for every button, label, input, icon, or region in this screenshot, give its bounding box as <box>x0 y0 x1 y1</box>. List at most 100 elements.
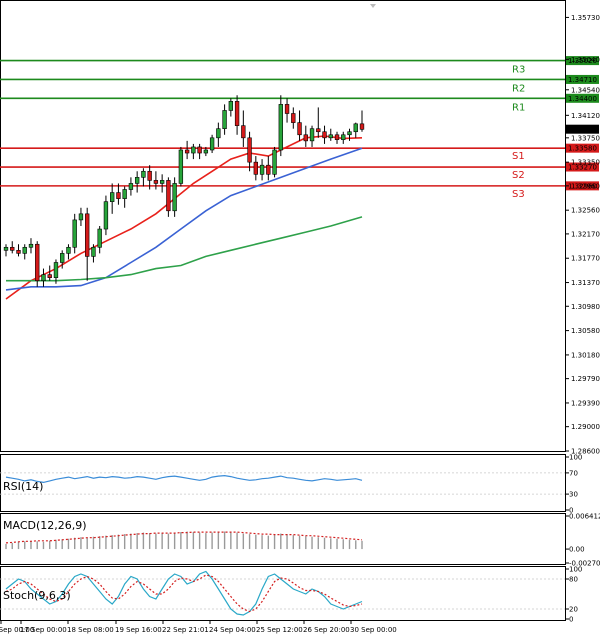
rsi-label: RSI(14) <box>3 480 43 493</box>
candle-body <box>184 149 190 154</box>
candle <box>322 125 327 144</box>
macd-indicator: MACD(12,26,9) 0.006412 0.00 -0.002701 <box>3 513 600 568</box>
stoch-panel-frame <box>0 566 566 621</box>
indicator-tick-label: 100 <box>569 566 582 574</box>
price-tick-label: 1.29000 <box>571 423 600 431</box>
stoch-main-line <box>5 570 363 616</box>
candle-body <box>10 246 15 251</box>
level-price-box <box>566 93 599 103</box>
candle-body <box>203 149 209 154</box>
candle <box>128 177 134 196</box>
level-name-s1: S1 <box>512 151 525 162</box>
level-price-label-s2: 1.33270 <box>568 164 597 172</box>
time-tick-label: 24 Sep 04:00 <box>209 626 256 634</box>
candles <box>3 95 365 287</box>
level-price-box <box>566 74 599 84</box>
candle <box>159 174 165 193</box>
time-tick-label: 19 Sep 16:00 <box>115 626 162 634</box>
price-axis: 1.35730 1.35040 1.34540 1.34120 1.33750 1.333… <box>565 14 600 456</box>
candle-body <box>316 128 321 133</box>
price-tick-label: 1.35040 <box>571 56 600 64</box>
candle-body <box>85 213 90 257</box>
macd-label: MACD(12,26,9) <box>3 519 87 532</box>
price-tick-label: 1.31370 <box>571 279 600 287</box>
candle-body <box>141 170 146 178</box>
candle-body <box>172 183 177 212</box>
level-name-s3: S3 <box>512 189 525 200</box>
candle-body <box>91 246 96 257</box>
candle-body <box>53 262 59 278</box>
candle <box>141 168 146 187</box>
candle <box>53 259 59 284</box>
moving-averages <box>5 135 363 300</box>
candle <box>216 122 221 147</box>
candle-body <box>28 243 34 248</box>
candle <box>191 143 196 160</box>
indicator-tick-label: 70 <box>569 469 578 477</box>
candle <box>134 171 140 193</box>
pivot-levels: R3 1.35020 R2 1.34710 R1 1.34400 S1 1.33580 S2 1.… <box>0 56 599 200</box>
candle-body <box>347 131 352 136</box>
candle-body <box>341 134 346 140</box>
candle <box>147 165 152 190</box>
candle <box>209 134 215 154</box>
level-price-box <box>566 181 599 191</box>
indicator-tick-label: 80 <box>569 576 578 584</box>
candle <box>347 128 352 141</box>
time-tick-label: 30 Sep 00:00 <box>350 626 397 634</box>
candle-body <box>22 246 27 254</box>
time-tick-label: 25 Sep 12:00 <box>256 626 303 634</box>
level-price-box <box>566 143 599 153</box>
candle <box>166 177 171 217</box>
price-tick-label: 1.30180 <box>571 351 600 359</box>
candle <box>172 177 177 217</box>
candle-body <box>147 170 152 181</box>
candle-body <box>322 131 327 139</box>
candle <box>309 125 315 147</box>
candle <box>341 131 346 144</box>
moving-average-line <box>5 147 363 291</box>
candle <box>60 250 65 269</box>
candle-body <box>153 180 159 184</box>
candle-body <box>303 134 308 142</box>
candle-body <box>222 110 227 130</box>
level-price-label-r3: 1.35020 <box>568 57 597 65</box>
time-tick-label: 22 Sep 21:01 <box>162 626 209 634</box>
candle-body <box>78 213 84 221</box>
indicator-tick-label: 0.006412 <box>569 513 600 521</box>
candle-body <box>3 246 9 251</box>
candle-body <box>128 183 134 190</box>
macd-panel-frame <box>0 513 566 565</box>
candle-body <box>197 146 202 154</box>
indicator-tick-label: 0 <box>569 616 573 624</box>
stoch-signal-line <box>5 574 363 613</box>
candle-body <box>278 104 283 151</box>
candle <box>316 107 321 138</box>
price-tick-label: 1.29790 <box>571 375 600 383</box>
candle-body <box>334 134 340 140</box>
candle-body <box>122 189 127 199</box>
price-tick-label: 1.33750 <box>571 134 600 142</box>
candle-body <box>66 246 71 254</box>
candle <box>228 98 234 117</box>
current-price-box <box>566 124 599 134</box>
candle <box>291 107 296 129</box>
candle-body <box>47 274 52 278</box>
indicator-tick-label: 0 <box>569 507 573 515</box>
candle <box>72 213 77 254</box>
candle <box>103 195 109 236</box>
indicator-tick-label: 20 <box>569 606 578 614</box>
candle <box>47 265 52 281</box>
candle <box>16 244 21 257</box>
candle-body <box>328 134 333 139</box>
candle <box>266 156 271 181</box>
moving-average-line <box>6 216 363 282</box>
moving-average-line <box>5 135 363 300</box>
candle <box>110 183 115 214</box>
level-price-box <box>566 162 599 172</box>
time-tick-label: 26 Sep 20:00 <box>303 626 350 634</box>
candle <box>247 131 252 172</box>
candle-body <box>116 192 121 199</box>
level-price-label-s3: 1.32960 <box>568 182 597 190</box>
